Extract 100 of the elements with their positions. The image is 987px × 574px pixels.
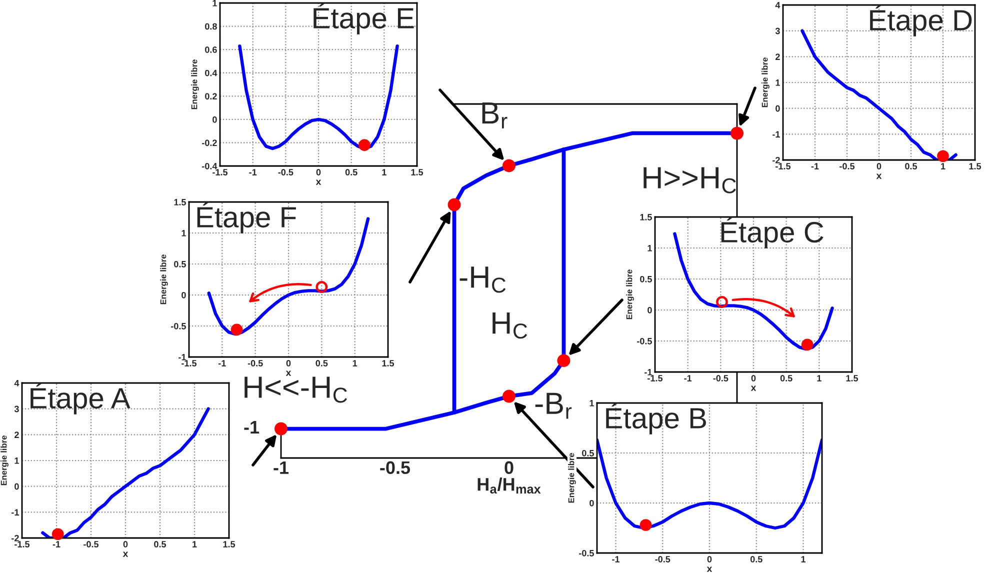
x-tick-label: 1 <box>817 375 822 382</box>
x-tick-label: 0 <box>707 556 712 562</box>
chart-title: Étape B <box>606 403 706 434</box>
x-tick-label: 0.5 <box>905 163 918 170</box>
y-tick-label: 0 <box>776 105 780 112</box>
x-tick-label: -0.5 <box>248 360 263 366</box>
y-tick-label: 3 <box>14 406 19 412</box>
y-tick-label: -0.5 <box>579 550 594 556</box>
y-axis-title: Energie libre <box>160 254 168 304</box>
annotation: H$_{C}$ <box>492 312 528 339</box>
x-tick-label: 1.5 <box>223 541 236 548</box>
x-tick-label: 1 <box>801 556 806 562</box>
x-tick-label: 0.5 <box>750 556 762 562</box>
x-tick-label: -0.5 <box>84 541 99 548</box>
y-tick-label: -0.5 <box>171 322 186 330</box>
x-tick-label: -0.5 <box>713 375 728 382</box>
y-tick-label: 0 <box>590 500 594 506</box>
y-tick-label: 0.8 <box>205 23 217 30</box>
y-tick-label: 4 <box>775 2 780 8</box>
y-tick-label: 0.6 <box>205 46 217 53</box>
x-tick-label: -1 <box>684 375 692 382</box>
y-tick-label: -0.5 <box>637 338 652 344</box>
chart-title: Étape D <box>870 5 972 36</box>
y-tick-label: -0.2 <box>202 140 217 146</box>
x-tick-label: -0.5 <box>380 461 410 474</box>
annotation: B$_{r}$ <box>482 102 508 128</box>
x-tick-label: 1.5 <box>382 360 394 366</box>
annotation: -H$_{C}$ <box>460 266 506 293</box>
x-axis-title: x <box>122 552 128 557</box>
y-tick-label: 0.2 <box>205 93 217 100</box>
annotation: -1 <box>244 421 260 434</box>
annotation: H<<-H$_{C}$ <box>244 376 348 403</box>
y-axis-title: Energie libre <box>0 436 8 486</box>
y-axis-title: Energie libre <box>568 453 576 503</box>
y-tick-label: 0 <box>182 292 186 298</box>
y-tick-label: -1 <box>12 509 19 516</box>
x-tick-label: -1 <box>249 169 257 176</box>
y-tick-label: 4 <box>14 380 20 386</box>
y-tick-label: 3 <box>775 28 780 34</box>
x-tick-label: -1.5 <box>648 375 663 382</box>
x-tick-label: 1 <box>941 163 946 170</box>
x-axis-title: H$_{a}$/H$_{max}$ <box>478 478 541 494</box>
x-axis-title: x <box>876 174 882 179</box>
chart-title: Étape E <box>314 3 414 34</box>
annotation: H>>H$_{C}$ <box>644 167 736 194</box>
y-tick-label: 0 <box>212 116 217 123</box>
x-tick-label: 0.5 <box>345 169 358 176</box>
x-tick-label: -1 <box>218 360 226 366</box>
x-tick-label: 0 <box>123 541 128 548</box>
x-tick-label: -0.5 <box>655 556 670 562</box>
y-tick-label: -2 <box>12 534 19 542</box>
y-tick-label: 2 <box>776 54 780 60</box>
x-axis-title: x <box>750 386 756 391</box>
chart-title: Étape F <box>197 202 296 234</box>
y-tick-label: 0.5 <box>640 276 652 282</box>
y-tick-label: 1 <box>182 230 186 236</box>
x-tick-label: 1 <box>352 360 358 366</box>
x-tick-label: 0 <box>876 163 882 170</box>
x-axis-title: x <box>706 566 712 572</box>
y-tick-label: 1 <box>776 80 780 86</box>
x-tick-label: -1.5 <box>182 360 197 366</box>
y-tick-label: 0.5 <box>174 260 186 268</box>
y-axis-title: Energie libre <box>626 270 634 320</box>
x-tick-label: -1.5 <box>776 163 791 170</box>
x-tick-label: 0 <box>504 461 514 474</box>
y-tick-label: -1 <box>772 131 780 138</box>
x-tick-label: 1.5 <box>846 375 858 382</box>
y-tick-label: 0 <box>14 483 19 490</box>
x-tick-label: -1 <box>811 163 819 170</box>
x-tick-label: 0.5 <box>154 541 166 548</box>
y-axis-title: Energie libre <box>191 60 199 110</box>
y-tick-label: -2 <box>772 156 780 164</box>
y-tick-label: 0 <box>648 306 652 314</box>
x-tick-label: 1 <box>192 541 197 548</box>
x-tick-label: 0.5 <box>780 375 792 382</box>
y-tick-label: 1.5 <box>640 214 652 220</box>
y-tick-label: 1.5 <box>174 199 186 206</box>
x-tick-label: -1.5 <box>212 169 228 176</box>
y-tick-label: 0.5 <box>582 450 594 456</box>
annotation: -B$_{r}$ <box>535 392 572 419</box>
x-tick-label: -1.5 <box>14 541 30 548</box>
y-tick-label: -1 <box>644 369 652 376</box>
x-tick-label: -1 <box>274 461 289 474</box>
y-tick-label: 1 <box>212 0 217 6</box>
x-axis-title: x <box>316 180 322 185</box>
y-tick-label: 1 <box>590 400 594 406</box>
x-tick-label: 0 <box>751 375 756 382</box>
x-tick-label: -1 <box>52 541 60 548</box>
x-axis-title: x <box>286 370 292 376</box>
x-tick-label: 0 <box>286 360 291 366</box>
y-tick-label: 0.4 <box>205 70 218 76</box>
y-tick-label: 1 <box>648 245 652 252</box>
x-tick-label: 1.5 <box>969 163 982 170</box>
x-tick-label: 0.5 <box>316 360 328 366</box>
x-tick-label: -1 <box>612 556 620 562</box>
x-tick-label: 0 <box>316 169 321 176</box>
y-axis-title: Energie libre <box>762 58 770 108</box>
y-tick-label: 2 <box>14 432 19 438</box>
chart-title: Étape C <box>721 217 824 248</box>
y-tick-label: -0.4 <box>202 162 218 170</box>
